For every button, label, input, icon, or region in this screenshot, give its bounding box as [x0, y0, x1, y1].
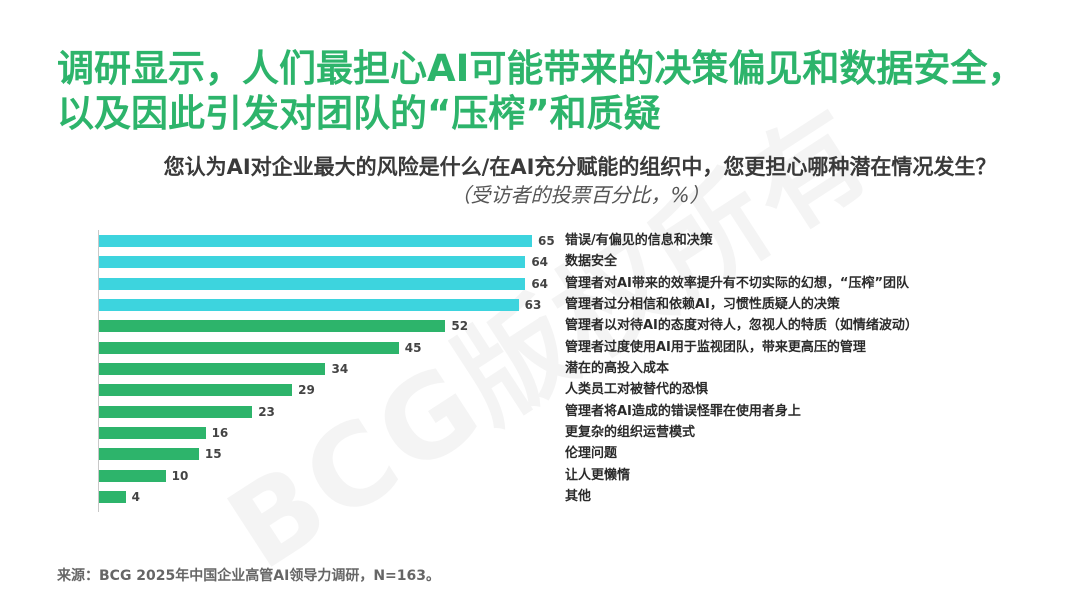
category-label: 数据安全: [565, 254, 618, 270]
chart-title: 您认为AI对企业最大的风险是什么/在AI充分赋能的组织中，您更担心哪种潜在情况发…: [163, 155, 997, 179]
bar: [99, 256, 526, 269]
bar: [99, 235, 532, 247]
bar-value-label: 45: [404, 340, 422, 355]
category-label: 管理者对AI带来的效率提升有不切实际的幻想，“压榨”团队: [565, 275, 909, 291]
bar-value-label: 16: [211, 425, 229, 440]
bar: [99, 320, 446, 333]
bar-value-label: 4: [131, 489, 140, 504]
bar-value-label: 52: [451, 319, 469, 334]
category-axis-line: [98, 230, 99, 512]
bar-value-label: 65: [538, 234, 555, 248]
slide-headline: 调研显示，人们最担心AI可能带来的决策偏见和数据安全， 以及因此引发对团队的“压…: [57, 46, 1024, 136]
bar-value-label: 63: [524, 297, 542, 312]
bar-value-label: 23: [258, 404, 275, 419]
bar-value-label: 64: [531, 255, 549, 270]
category-label: 管理者过度使用AI用于监视团队，带来更高压的管理: [565, 339, 866, 355]
bar-value-label: 15: [204, 447, 222, 462]
category-label: 更复杂的组织运营模式: [565, 424, 696, 440]
category-label: 管理者以对待AI的态度对待人，忽视人的特质（如情绪波动）: [565, 318, 918, 334]
bar: [99, 298, 519, 311]
category-label: 人类员工对被替代的恐惧: [565, 382, 709, 398]
bar: [99, 405, 253, 418]
bar-value-label: 29: [298, 383, 315, 398]
chart-subtitle: （受访者的投票百分比，%）: [450, 183, 710, 207]
bar: [99, 448, 199, 461]
bar-value-label: 34: [331, 361, 349, 376]
bar-value-label: 10: [171, 468, 189, 483]
headline-line-2: 以及因此引发对团队的“压榨”和质疑: [57, 92, 661, 135]
bar: [99, 277, 526, 290]
category-label: 管理者将AI造成的错误怪罪在使用者身上: [565, 403, 801, 419]
bar: [99, 426, 206, 439]
bar-chart: 65 错误/有偏见的信息和决策 64 数据安全 64 管理者对AI带来的效率提升有不切实际…: [98, 230, 998, 512]
bar: [99, 341, 399, 354]
category-label: 让人更懒惰: [565, 467, 631, 483]
category-label: 伦理问题: [565, 446, 618, 462]
bar-value-label: 64: [531, 276, 549, 291]
bar: [99, 362, 326, 375]
headline-line-1: 调研显示，人们最担心AI可能带来的决策偏见和数据安全，: [57, 47, 1025, 90]
chart-header: 您认为AI对企业最大的风险是什么/在AI充分赋能的组织中，您更担心哪种潜在情况发…: [140, 154, 1020, 209]
bar: [99, 490, 126, 503]
category-label: 其他: [565, 488, 592, 504]
category-label: 错误/有偏见的信息和决策: [565, 233, 713, 248]
source-note: 来源：BCG 2025年中国企业高管AI领导力调研，N=163。: [57, 568, 440, 584]
bar: [99, 384, 293, 397]
bar: [99, 469, 166, 482]
category-label: 管理者过分相信和依赖AI，习惯性质疑人的决策: [565, 296, 840, 312]
category-label: 潜在的高投入成本: [565, 360, 670, 376]
